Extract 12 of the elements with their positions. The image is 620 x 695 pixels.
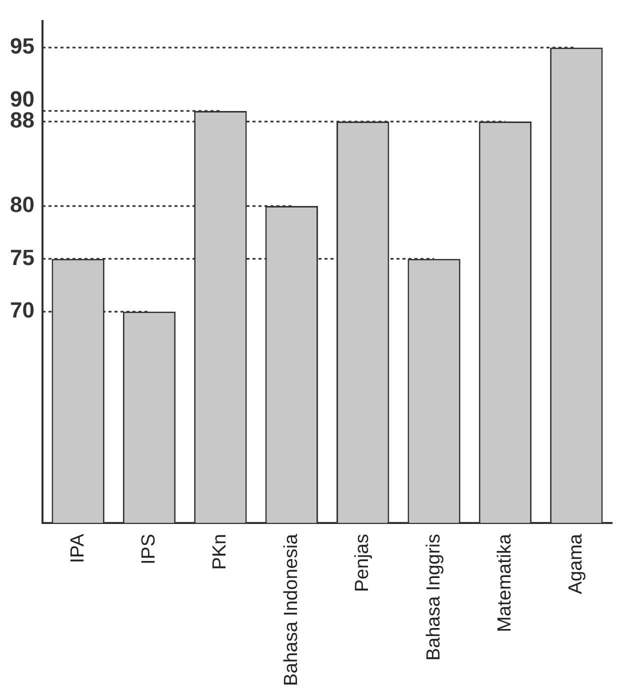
y-tick-label: 80	[10, 192, 34, 218]
y-tick-label: 70	[10, 298, 34, 323]
y-tick-label: 95	[10, 34, 34, 59]
x-tick-label: IPA	[67, 534, 88, 564]
y-tick-label: 75	[10, 244, 34, 270]
x-tick-label: Bahasa Inggris	[423, 534, 444, 661]
x-tick-label: Matematika	[494, 533, 516, 632]
x-tick-label: Bahasa Indonesia	[280, 533, 302, 686]
x-tick-label: PKn	[210, 534, 231, 570]
x-tick-label: IPS	[138, 534, 160, 565]
x-tick-label: Penjas	[352, 534, 374, 592]
x-tick-label: Agama	[566, 533, 587, 594]
